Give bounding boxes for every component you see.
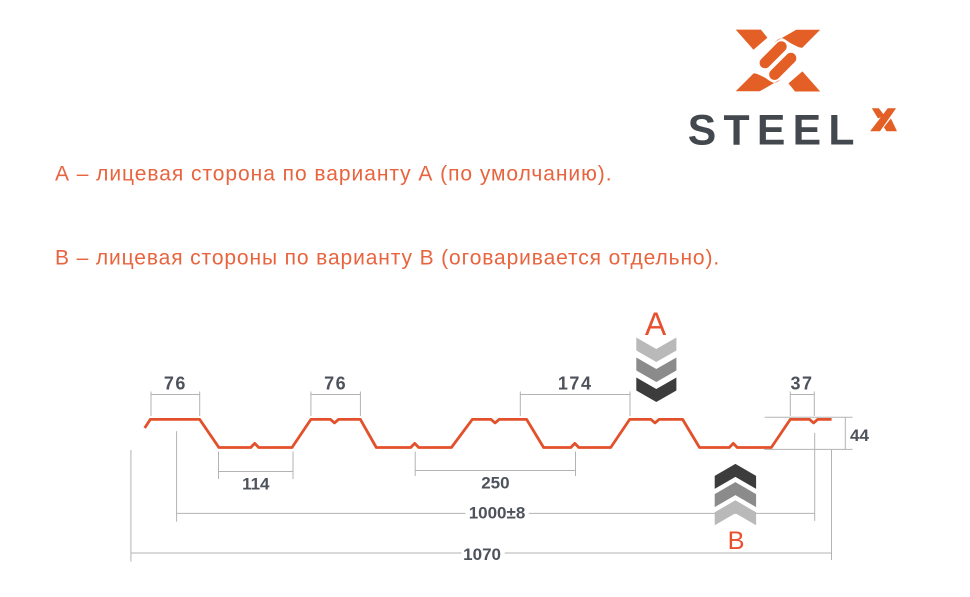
svg-text:37: 37: [790, 374, 813, 394]
svg-text:174: 174: [558, 374, 593, 394]
svg-text:B: B: [728, 527, 745, 555]
svg-text:1000±8: 1000±8: [469, 504, 526, 523]
svg-text:114: 114: [242, 474, 270, 493]
svg-text:A: A: [645, 306, 667, 342]
svg-text:STEEL: STEEL: [688, 107, 862, 155]
svg-text:44: 44: [850, 426, 869, 445]
svg-text:76: 76: [164, 374, 187, 394]
svg-text:В – лицевая стороны по вариант: В – лицевая стороны по варианту В (огова…: [55, 247, 720, 270]
svg-text:250: 250: [481, 474, 509, 493]
svg-text:А – лицевая сторона по вариант: А – лицевая сторона по варианту А (по ум…: [55, 162, 613, 185]
svg-text:1070: 1070: [463, 545, 501, 564]
svg-text:76: 76: [324, 374, 347, 394]
